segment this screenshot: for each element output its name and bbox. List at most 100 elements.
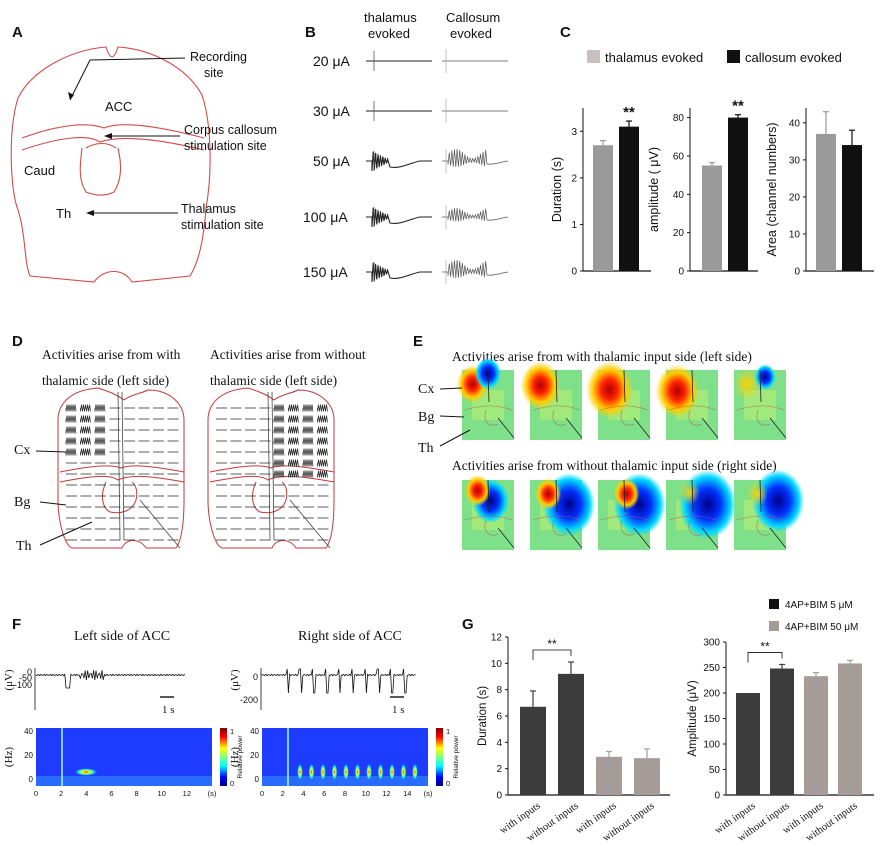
freq-tick: 40 [250, 727, 259, 736]
time-tick: (s) [424, 789, 433, 798]
spectral-blob [320, 763, 326, 781]
channel-trace [94, 426, 106, 434]
significance-bracket [532, 649, 572, 661]
channel-trace [273, 437, 285, 445]
chart-c-duration: 0 1 2 3 Duration (s) ** [550, 104, 651, 278]
d-bg-label: Bg [14, 495, 30, 510]
time-tick: (s) [208, 789, 217, 798]
bar [842, 145, 862, 271]
channel-trace [288, 426, 299, 434]
y-tick-label: 20 [789, 192, 801, 203]
channel-trace [317, 459, 328, 467]
channel-trace [273, 404, 285, 412]
anatomy-outline [736, 405, 785, 426]
time-tick: 12 [382, 789, 390, 798]
electrode [759, 369, 787, 439]
time-tick: 14 [403, 789, 411, 798]
channel-trace [302, 437, 314, 445]
heatmap-bottom-5 [734, 469, 805, 550]
channel-trace [94, 415, 106, 423]
electrode [555, 479, 583, 549]
caud-label: Caud [24, 163, 55, 178]
bar [702, 165, 722, 271]
y-tick-label: 300 [703, 638, 720, 649]
heatmap-bottom-2 [530, 473, 595, 550]
spectral-blob [400, 763, 407, 781]
d-title-right-line2: thalamic side (left side) [210, 373, 337, 388]
y-tick-label: 2 [571, 173, 577, 184]
colorbar-tick: 0 [230, 779, 234, 788]
d-pointer-lines [35, 450, 93, 546]
channel-trace [288, 459, 299, 467]
channel-trace [302, 404, 314, 412]
channel-trace [273, 426, 285, 434]
thalamus-trace [366, 207, 432, 228]
y-tick-label: 60 [673, 151, 685, 162]
anatomy-outline [532, 405, 581, 426]
g-legend-5: 4AP+BIM 5 μM [785, 600, 853, 611]
time-tick: 2 [281, 789, 285, 798]
electrode [487, 369, 515, 439]
chart-c-area: 0 10 20 30 40 Area (channel numbers) [765, 108, 874, 278]
colorbar [436, 728, 443, 786]
lfp-trace [261, 668, 416, 694]
trace-y-tick: 0 [27, 667, 32, 677]
anatomy-outline [668, 405, 717, 426]
e-title-top: Activities arise from with thalamic inpu… [452, 349, 752, 364]
spectral-blob [354, 763, 361, 781]
time-tick: 10 [158, 789, 166, 798]
heatmap-blob [535, 478, 562, 510]
callosum-outline [209, 465, 335, 483]
panel-g: G 4AP+BIM 5 μM 4AP+BIM 50 μM 0 2 4 6 8 10 12 Du… [462, 599, 874, 844]
col-callosum-line2: evoked [450, 26, 492, 41]
significance-mark: ** [760, 639, 770, 653]
y-tick-label: 10 [789, 229, 801, 240]
electrode [691, 369, 719, 439]
recording-arrow [69, 57, 186, 101]
electrode [623, 479, 651, 549]
anatomy-outline [668, 515, 717, 536]
y-axis-label: amplitude ( μV) [647, 147, 661, 232]
trace-y-tick: -50 [19, 673, 32, 683]
bar [593, 145, 613, 271]
freq-tick: 0 [255, 775, 260, 784]
heatmap-blob [679, 480, 700, 506]
channel-trace [80, 404, 91, 412]
y-axis-label: Duration (s) [550, 157, 564, 222]
anatomy-outline [600, 515, 649, 536]
scale-label: 1 s [392, 704, 405, 716]
legend-swatch-callosum [727, 50, 740, 63]
panel-a: A ACC Caud Th Recording site Corpus call… [10, 24, 277, 283]
legend-callosum: callosum evoked [745, 50, 842, 65]
trace-y-label: (μV) [229, 669, 241, 691]
heatmap-bottom-3 [598, 473, 666, 550]
time-tick: 10 [362, 789, 370, 798]
panel-c: C thalamus evoked callosum evoked 0 1 2 3 Du… [550, 24, 874, 278]
g-legend-50: 4AP+BIM 50 μM [785, 622, 858, 633]
callosum-outline [59, 465, 185, 483]
colorbar-tick: 1 [446, 727, 450, 736]
bar [558, 673, 584, 795]
y-axis-label: Amplitude (μV) [687, 680, 699, 756]
heatmap-bottom-4 [666, 469, 737, 550]
time-tick: 8 [343, 789, 347, 798]
channel-trace [288, 404, 299, 412]
bar [619, 126, 639, 271]
significance-bracket [747, 652, 783, 663]
spectral-blob [308, 763, 315, 781]
callosum-trace [442, 208, 509, 222]
colorbar [220, 728, 227, 786]
corpus-callosum-arrowhead [104, 133, 112, 139]
d-slice [207, 387, 335, 549]
anatomy-outline [532, 515, 581, 536]
y-tick-label: 150 [703, 714, 720, 725]
corpus-callosum-line2: stimulation site [184, 139, 267, 153]
panel-f: F Left side of ACC Right side of ACC (μV… [3, 616, 460, 798]
panel-e: E Activities arise from with thalamic in… [413, 333, 805, 550]
recording-arrowhead [68, 92, 74, 100]
spectral-blob [389, 763, 395, 781]
